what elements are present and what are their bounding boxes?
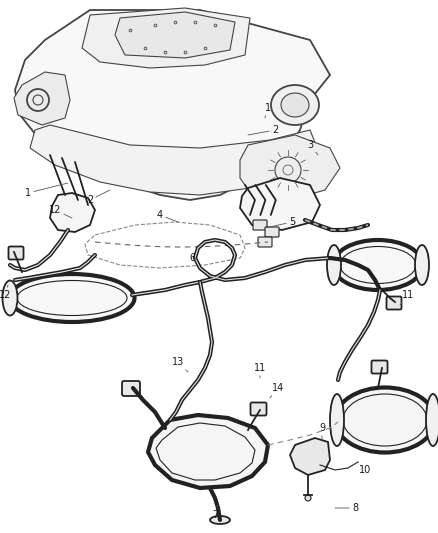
Text: 7: 7 <box>212 505 218 520</box>
Ellipse shape <box>10 274 134 322</box>
FancyBboxPatch shape <box>253 220 267 230</box>
Text: 12: 12 <box>0 285 11 300</box>
Text: 12: 12 <box>49 205 72 218</box>
Ellipse shape <box>327 245 341 285</box>
FancyBboxPatch shape <box>122 381 140 396</box>
FancyBboxPatch shape <box>371 360 388 374</box>
Text: 1: 1 <box>265 103 271 118</box>
Ellipse shape <box>210 516 230 524</box>
Text: 10: 10 <box>358 462 371 475</box>
Ellipse shape <box>415 245 429 285</box>
FancyBboxPatch shape <box>258 237 272 247</box>
Polygon shape <box>115 12 235 58</box>
Text: 3: 3 <box>307 140 318 155</box>
Ellipse shape <box>426 394 438 446</box>
Text: 4: 4 <box>157 210 178 222</box>
Text: 8: 8 <box>335 503 358 513</box>
Polygon shape <box>14 72 70 125</box>
Text: 6: 6 <box>189 253 195 263</box>
Ellipse shape <box>305 495 311 501</box>
FancyBboxPatch shape <box>265 227 279 237</box>
Text: 2: 2 <box>87 190 110 205</box>
Ellipse shape <box>330 394 344 446</box>
Polygon shape <box>240 135 340 200</box>
Polygon shape <box>82 8 250 68</box>
FancyBboxPatch shape <box>386 296 402 310</box>
Polygon shape <box>30 125 320 195</box>
Polygon shape <box>15 10 330 200</box>
Text: 11: 11 <box>254 363 266 378</box>
Polygon shape <box>148 415 268 488</box>
Text: 2: 2 <box>248 125 278 135</box>
Ellipse shape <box>3 280 18 316</box>
Text: 1: 1 <box>25 183 68 198</box>
Ellipse shape <box>333 240 423 290</box>
Polygon shape <box>290 438 330 475</box>
Ellipse shape <box>335 387 435 453</box>
Text: 5: 5 <box>265 217 295 228</box>
FancyBboxPatch shape <box>8 246 24 260</box>
Ellipse shape <box>281 93 309 117</box>
Text: 14: 14 <box>270 383 284 398</box>
Polygon shape <box>50 193 95 232</box>
Text: 9: 9 <box>319 423 325 440</box>
Ellipse shape <box>271 85 319 125</box>
Text: 11: 11 <box>400 290 414 305</box>
Polygon shape <box>240 178 320 230</box>
FancyBboxPatch shape <box>251 402 266 416</box>
Text: 13: 13 <box>172 357 188 372</box>
